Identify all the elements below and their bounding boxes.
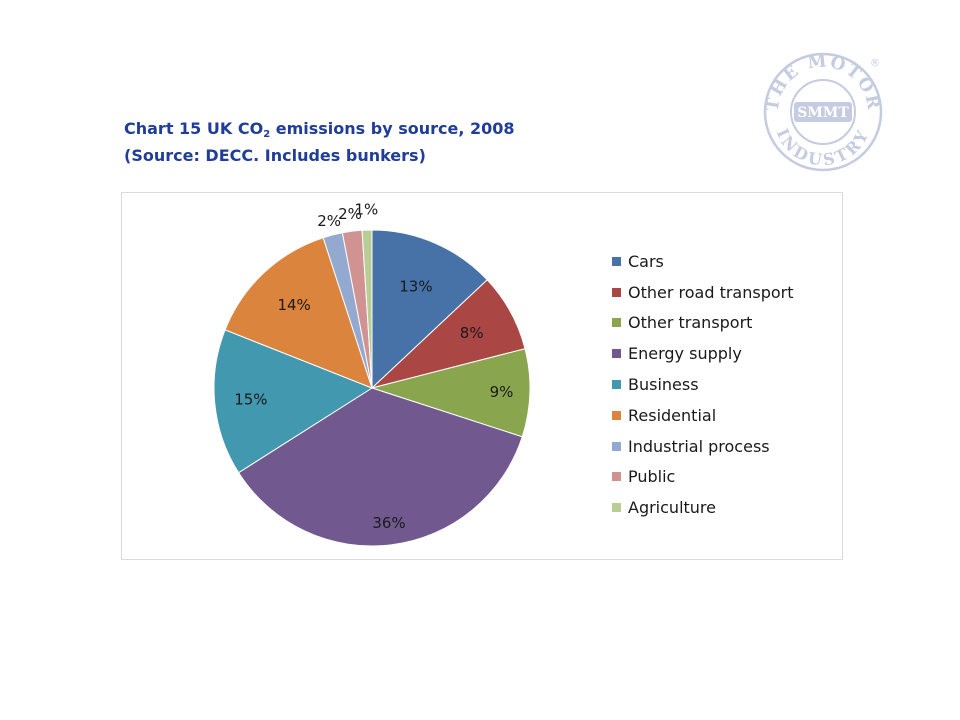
chart-area: 13% 8% 9% 36% 15% 14% 2% 2% 1%: [121, 192, 843, 560]
pie-chart: 13%8%9%36%15%14%2%2%1%: [213, 201, 531, 547]
legend-entry-other-transport: Other transport: [612, 308, 794, 339]
data-label-energy-supply: 36%: [372, 514, 405, 532]
legend-label: Public: [628, 467, 676, 487]
svg-text:INDUSTRY: INDUSTRY: [773, 125, 874, 170]
legend-swatch: [612, 349, 621, 359]
chart-title-line1: Chart 15 UK CO2 emissions by source, 200…: [124, 119, 515, 140]
chart-title-line2: (Source: DECC. Includes bunkers): [124, 146, 426, 165]
legend-label: Energy supply: [628, 344, 742, 364]
data-label-other-transport: 9%: [490, 383, 514, 401]
logo-center-text: SMMT: [797, 105, 849, 121]
pie-slice-other-transport: [370, 348, 531, 438]
data-label-other-road-transport: 8%: [460, 324, 484, 342]
legend-label: Agriculture: [628, 498, 716, 518]
logo-registered-mark: ®: [870, 58, 880, 69]
data-label-public: 2%: [338, 205, 362, 223]
legend-label: Other road transport: [628, 282, 794, 302]
legend-swatch: [612, 503, 621, 513]
legend-label: Industrial process: [628, 436, 770, 456]
data-label-business: 15%: [234, 390, 267, 408]
legend-entry-business: Business: [612, 369, 794, 400]
pie-slice-cars: [371, 229, 488, 390]
legend-label: Residential: [628, 405, 717, 425]
legend-entry-residential: Residential: [612, 400, 794, 431]
chart-legend: Cars Other road transport Other transport E…: [612, 246, 794, 523]
legend-swatch: [612, 287, 621, 297]
legend-label: Business: [628, 375, 699, 395]
legend-entry-other-road-transport: Other road transport: [612, 277, 794, 308]
legend-swatch: [612, 410, 621, 420]
legend-entry-agriculture: Agriculture: [612, 492, 794, 523]
legend-swatch: [612, 256, 621, 266]
legend-entry-public: Public: [612, 462, 794, 493]
data-label-agriculture: 1%: [354, 201, 378, 219]
legend-swatch: [612, 318, 621, 328]
legend-entry-industrial-process: Industrial process: [612, 431, 794, 462]
data-label-industrial-process: 2%: [317, 212, 341, 230]
legend-swatch: [612, 380, 621, 390]
data-label-residential: 14%: [277, 296, 310, 314]
legend-entry-cars: Cars: [612, 246, 794, 277]
smmt-logo-icon: THE MOTOR INDUSTRY SMMT ®: [763, 51, 883, 172]
legend-swatch: [612, 441, 621, 451]
data-label-cars: 13%: [399, 277, 432, 295]
pie-slice-business: [213, 329, 374, 474]
chart-title: Chart 15 UK CO2 emissions by source, 200…: [124, 118, 515, 166]
legend-label: Cars: [628, 251, 664, 271]
legend-label: Other transport: [628, 313, 753, 333]
pie-slice-energy-supply: [237, 387, 523, 547]
legend-entry-energy-supply: Energy supply: [612, 338, 794, 369]
logo-bottom-text: INDUSTRY: [773, 125, 871, 170]
legend-swatch: [612, 472, 621, 482]
pie-slice-agriculture: [361, 229, 373, 389]
